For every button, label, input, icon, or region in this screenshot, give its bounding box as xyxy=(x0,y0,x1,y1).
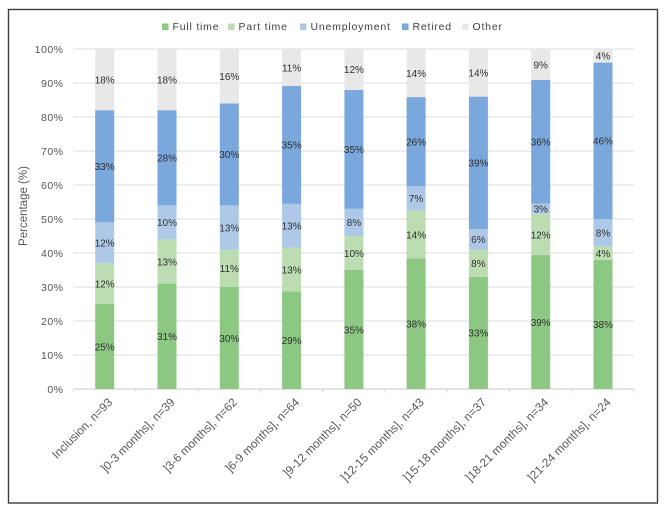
svg-text:8%: 8% xyxy=(471,259,486,270)
svg-text:26%: 26% xyxy=(406,138,426,149)
svg-text:13%: 13% xyxy=(219,223,239,234)
svg-text:46%: 46% xyxy=(593,137,613,148)
svg-text:33%: 33% xyxy=(95,162,115,173)
svg-text:60%: 60% xyxy=(41,180,64,192)
svg-text:8%: 8% xyxy=(347,218,362,229)
svg-text:Full time: Full time xyxy=(173,21,220,33)
svg-text:10%: 10% xyxy=(157,218,177,229)
svg-text:40%: 40% xyxy=(41,248,64,260)
svg-text:80%: 80% xyxy=(41,112,64,124)
svg-text:70%: 70% xyxy=(41,146,64,158)
svg-text:9%: 9% xyxy=(533,60,548,71)
svg-text:30%: 30% xyxy=(219,150,239,161)
svg-text:14%: 14% xyxy=(468,69,488,80)
svg-text:28%: 28% xyxy=(157,154,177,165)
svg-text:0%: 0% xyxy=(47,384,63,396)
svg-text:30%: 30% xyxy=(41,282,64,294)
svg-text:35%: 35% xyxy=(282,141,302,152)
svg-text:38%: 38% xyxy=(593,320,613,331)
svg-text:33%: 33% xyxy=(468,329,488,340)
svg-text:29%: 29% xyxy=(282,336,302,347)
svg-text:10%: 10% xyxy=(344,249,364,260)
svg-text:25%: 25% xyxy=(95,342,115,353)
svg-text:Percentage (%): Percentage (%) xyxy=(18,166,30,246)
svg-text:50%: 50% xyxy=(41,214,64,226)
svg-text:90%: 90% xyxy=(41,78,64,90)
svg-text:Part time: Part time xyxy=(239,21,288,33)
svg-text:12%: 12% xyxy=(344,65,364,76)
svg-text:18%: 18% xyxy=(157,75,177,86)
svg-text:14%: 14% xyxy=(406,230,426,241)
svg-text:20%: 20% xyxy=(41,316,64,328)
svg-text:36%: 36% xyxy=(531,138,551,149)
svg-text:16%: 16% xyxy=(219,72,239,83)
svg-text:6%: 6% xyxy=(471,235,486,246)
svg-text:4%: 4% xyxy=(596,249,611,260)
svg-text:12%: 12% xyxy=(531,230,551,241)
svg-text:30%: 30% xyxy=(219,334,239,345)
svg-text:13%: 13% xyxy=(157,257,177,268)
svg-text:13%: 13% xyxy=(282,265,302,276)
svg-text:18%: 18% xyxy=(95,75,115,86)
svg-text:11%: 11% xyxy=(220,264,239,275)
svg-text:13%: 13% xyxy=(282,222,302,233)
svg-text:14%: 14% xyxy=(406,69,426,80)
svg-text:31%: 31% xyxy=(157,332,177,343)
svg-text:35%: 35% xyxy=(344,145,364,156)
svg-text:4%: 4% xyxy=(596,52,611,63)
svg-text:100%: 100% xyxy=(35,44,64,56)
svg-text:35%: 35% xyxy=(344,325,364,336)
svg-text:8%: 8% xyxy=(596,228,611,239)
svg-text:7%: 7% xyxy=(409,194,424,205)
svg-text:12%: 12% xyxy=(95,239,115,250)
svg-text:Other: Other xyxy=(473,21,503,33)
svg-text:3%: 3% xyxy=(533,205,548,216)
svg-text:12%: 12% xyxy=(95,279,115,290)
svg-text:38%: 38% xyxy=(406,320,426,331)
svg-text:10%: 10% xyxy=(41,350,64,362)
svg-text:Unemployment: Unemployment xyxy=(311,21,391,33)
svg-text:Retired: Retired xyxy=(413,21,452,33)
svg-text:39%: 39% xyxy=(531,318,551,329)
svg-text:39%: 39% xyxy=(468,159,488,170)
svg-text:11%: 11% xyxy=(282,63,301,74)
